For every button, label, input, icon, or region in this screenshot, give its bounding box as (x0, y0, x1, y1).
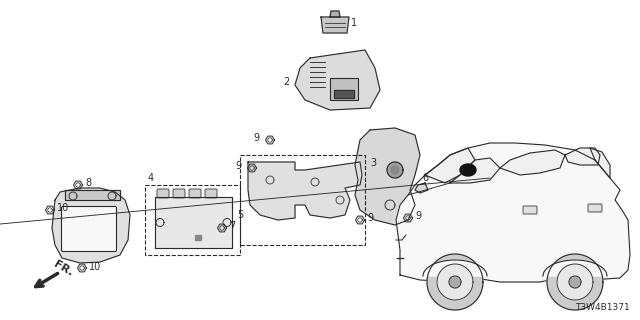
Text: 7: 7 (229, 221, 236, 231)
Polygon shape (334, 90, 354, 98)
Polygon shape (437, 264, 473, 300)
FancyBboxPatch shape (157, 189, 169, 198)
FancyBboxPatch shape (189, 189, 201, 198)
Text: 4: 4 (148, 173, 154, 183)
Polygon shape (427, 254, 483, 310)
Text: 2: 2 (284, 77, 290, 87)
Polygon shape (500, 150, 565, 175)
Polygon shape (355, 128, 420, 225)
Text: 9: 9 (367, 213, 373, 223)
Text: 5: 5 (237, 210, 243, 220)
Polygon shape (543, 260, 607, 276)
Text: 3: 3 (370, 158, 376, 168)
Polygon shape (565, 148, 600, 165)
Polygon shape (557, 264, 593, 300)
Polygon shape (449, 276, 461, 288)
Text: 9: 9 (254, 133, 260, 143)
Text: FR.: FR. (52, 259, 75, 278)
Polygon shape (423, 260, 487, 276)
Text: T3W4B1371: T3W4B1371 (575, 303, 630, 313)
Text: 1: 1 (351, 18, 357, 28)
Polygon shape (569, 276, 581, 288)
Polygon shape (155, 197, 232, 248)
Text: 9: 9 (236, 161, 242, 171)
FancyBboxPatch shape (205, 189, 217, 198)
Polygon shape (295, 50, 380, 110)
Polygon shape (460, 164, 476, 176)
Polygon shape (391, 166, 399, 174)
Text: 10: 10 (89, 262, 101, 272)
Polygon shape (65, 190, 120, 200)
FancyBboxPatch shape (173, 189, 185, 198)
FancyBboxPatch shape (523, 206, 537, 214)
Text: 6: 6 (422, 173, 428, 183)
Polygon shape (450, 158, 500, 183)
Polygon shape (321, 17, 349, 33)
Polygon shape (415, 183, 428, 193)
Text: 9: 9 (415, 211, 421, 221)
Polygon shape (52, 188, 130, 263)
FancyBboxPatch shape (330, 78, 358, 100)
Polygon shape (387, 162, 403, 178)
Polygon shape (248, 162, 362, 220)
Polygon shape (330, 11, 340, 17)
Polygon shape (547, 254, 603, 310)
FancyBboxPatch shape (61, 206, 116, 252)
FancyBboxPatch shape (588, 204, 602, 212)
Text: 8: 8 (85, 178, 91, 188)
Polygon shape (396, 143, 630, 282)
Text: 10: 10 (57, 203, 69, 213)
Polygon shape (425, 148, 475, 183)
Polygon shape (590, 148, 610, 178)
